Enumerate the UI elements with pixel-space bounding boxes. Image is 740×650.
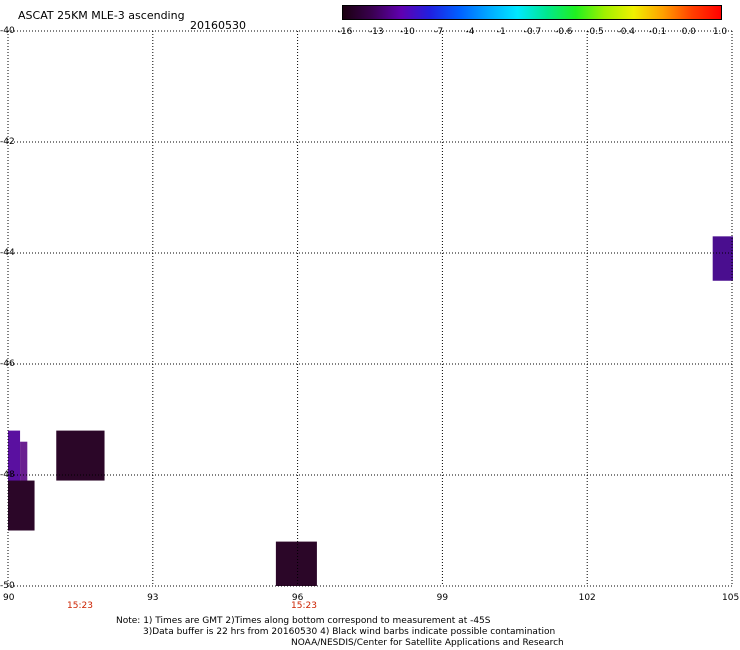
x-tick-label: 102 (578, 593, 596, 603)
time-label-2: 15:23 (291, 601, 317, 611)
note-line-3: NOAA/NESDIS/Center for Satellite Applica… (291, 638, 564, 648)
colorbar-label: 0.0 (681, 27, 696, 37)
data-cell (712, 236, 733, 281)
colorbar-label: -4 (465, 27, 475, 37)
colorbar-label: -10 (400, 27, 415, 37)
map-date: 20160530 (190, 19, 246, 32)
note-line-1: Note: 1) Times are GMT 2)Times along bot… (116, 616, 491, 626)
colorbar-label: -0.5 (586, 27, 604, 37)
y-tick-label: -46 (0, 359, 15, 369)
colorbar-label: -16 (337, 27, 353, 37)
y-tick-label: -48 (0, 470, 15, 480)
data-cell (56, 430, 105, 481)
x-tick-label: 93 (147, 593, 159, 603)
x-tick-label: 105 (722, 593, 740, 603)
data-cell (8, 430, 21, 492)
data-cell (8, 480, 35, 531)
colorbar-label: -0.1 (648, 27, 667, 37)
data-cell (20, 441, 28, 492)
colorbar-label: -0.6 (554, 27, 573, 37)
y-tick-label: -42 (0, 137, 15, 147)
colorbar-label: -13 (368, 27, 384, 37)
y-tick-label: -50 (0, 581, 15, 591)
x-tick-label: 99 (436, 593, 449, 603)
note-line-2: 3)Data buffer is 22 hrs from 20160530 4)… (143, 627, 556, 637)
colorbar-label: -0.7 (523, 27, 542, 37)
time-label-1: 15:23 (67, 601, 93, 611)
y-tick-label: -40 (0, 26, 15, 36)
colorbar-label: -7 (434, 27, 444, 37)
colorbar-label: -0.4 (617, 27, 636, 37)
colorbar-label: -1 (496, 27, 506, 37)
x-tick-label: 90 (3, 593, 15, 603)
data-cells (8, 236, 733, 586)
map-title: ASCAT 25KM MLE-3 ascending (18, 9, 185, 22)
data-cell (275, 541, 317, 586)
colorbar (342, 5, 722, 20)
grid-lines (7, 30, 733, 587)
x-tick-label: 96 (291, 593, 304, 603)
colorbar-label: 1.0 (712, 27, 728, 37)
y-tick-label: -44 (0, 248, 15, 258)
